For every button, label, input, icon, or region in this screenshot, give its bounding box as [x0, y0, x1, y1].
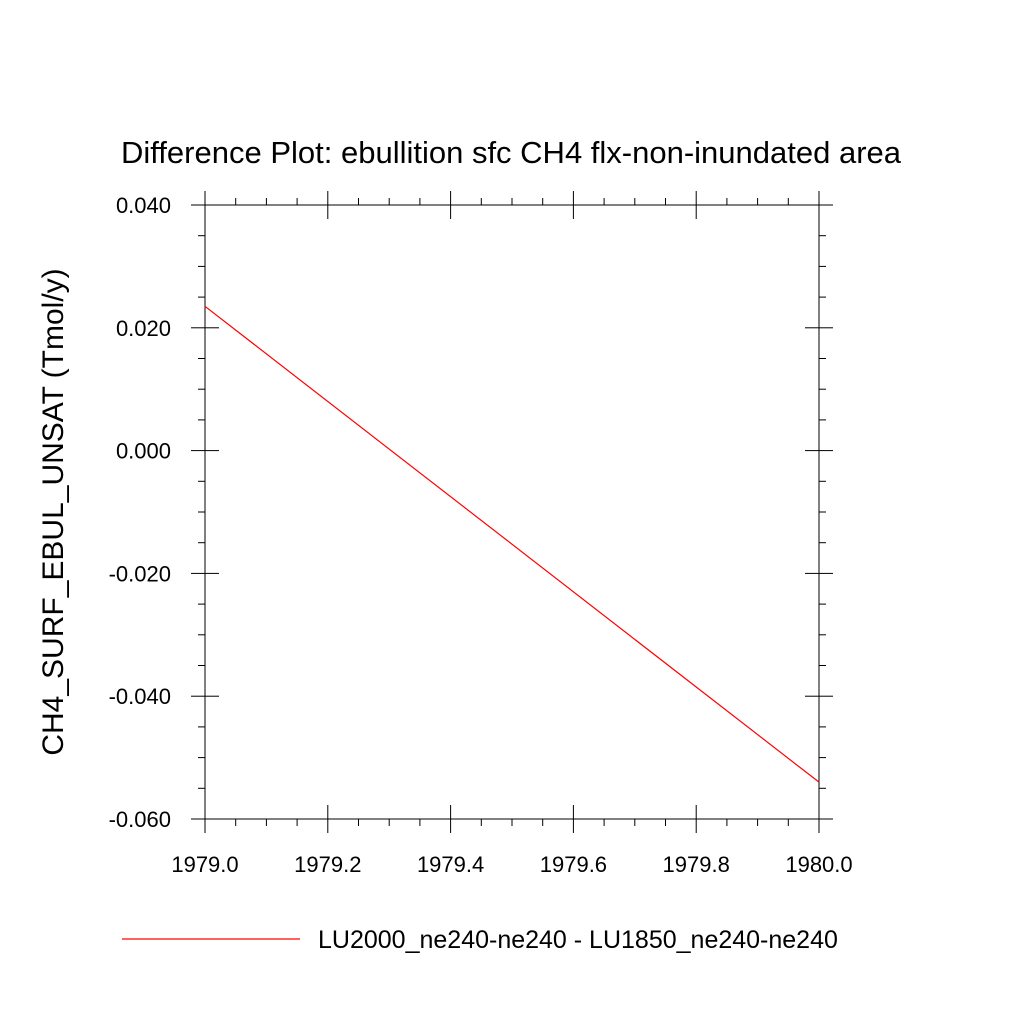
- axis-ticks: 1979.0 1979.2 1979.4 1979.6 1979.8 1980.0 -0.0…: [109, 191, 853, 877]
- x-tick-label: 1979.8: [663, 852, 730, 877]
- y-tick-label: 0.020: [116, 316, 171, 341]
- x-tick-label: 1979.2: [294, 852, 361, 877]
- legend: LU2000_ne240-ne240 - LU1850_ne240-ne240: [122, 926, 838, 954]
- x-tick-label: 1979.0: [171, 852, 238, 877]
- y-tick-label: -0.040: [109, 684, 171, 709]
- x-tick-label: 1979.4: [417, 852, 484, 877]
- y-tick-label: 0.000: [116, 439, 171, 464]
- series-lines: [204, 305, 820, 783]
- y-axis-label: CH4_SURF_EBUL_UNSAT (Tmol/y): [37, 268, 70, 755]
- y-tick-label: -0.060: [109, 807, 171, 832]
- series-line: [204, 305, 820, 783]
- chart-title: Difference Plot: ebullition sfc CH4 flx-…: [121, 135, 902, 170]
- plot-frame: [204, 204, 820, 820]
- y-tick-label: 0.040: [116, 193, 171, 218]
- y-tick-label: -0.020: [109, 561, 171, 586]
- x-tick-label: 1980.0: [785, 852, 852, 877]
- x-tick-label: 1979.6: [540, 852, 607, 877]
- legend-label: LU2000_ne240-ne240 - LU1850_ne240-ne240: [318, 926, 838, 954]
